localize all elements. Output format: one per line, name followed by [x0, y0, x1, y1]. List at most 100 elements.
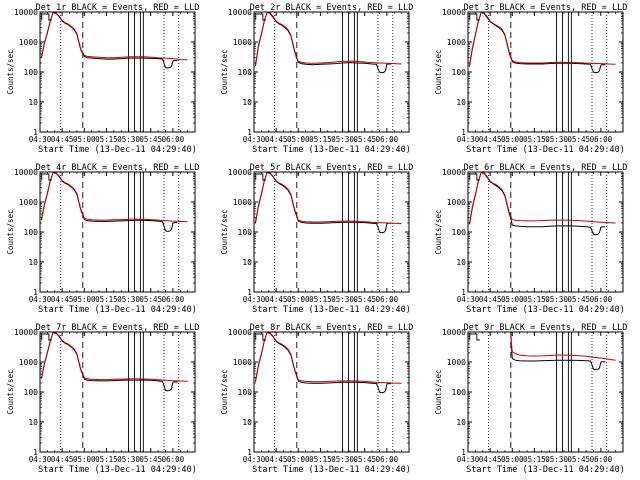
y-tick-label: 100: [452, 388, 467, 397]
series-line-events: [510, 332, 606, 371]
x-tick-label: 05:45: [567, 455, 590, 464]
plot-area: [255, 332, 402, 452]
state-marker: [41, 173, 52, 181]
state-marker: [255, 333, 266, 341]
y-tick-label: 10: [28, 258, 38, 267]
x-tick-label: 05:00: [501, 455, 524, 464]
plot-area: [469, 172, 616, 292]
state-marker: [469, 173, 480, 181]
x-axis-label: Start Time (13-Dec-11 04:29:40): [252, 145, 411, 155]
y-tick-label: 1000: [233, 358, 252, 367]
x-tick-label: 05:30: [331, 295, 354, 304]
x-tick-label: 04:30: [457, 455, 480, 464]
x-tick-label: 04:45: [479, 455, 502, 464]
chart-title: Det 6r BLACK = Events, RED = LLD: [464, 163, 628, 173]
y-axis-label: Counts/sec: [220, 369, 229, 414]
y-tick-label: 100: [452, 68, 467, 77]
chart-title: Det 8r BLACK = Events, RED = LLD: [250, 323, 414, 333]
x-tick-label: 05:30: [331, 455, 354, 464]
x-tick-label: 04:30: [29, 455, 52, 464]
state-marker: [255, 13, 266, 21]
x-tick-label: 05:45: [567, 295, 590, 304]
chart-title: Det 5r BLACK = Events, RED = LLD: [250, 163, 414, 173]
chart-title: Det 3r BLACK = Events, RED = LLD: [464, 3, 628, 13]
x-tick-label: 05:45: [567, 135, 590, 144]
y-tick-label: 10000: [14, 328, 38, 337]
x-tick-label: 05:00: [287, 295, 310, 304]
x-tick-label: 05:00: [287, 135, 310, 144]
x-axis-label: Start Time (13-Dec-11 04:29:40): [38, 145, 197, 155]
y-tick-label: 10: [242, 418, 252, 427]
series-line-lld: [41, 172, 188, 223]
x-tick-label: 05:45: [353, 295, 376, 304]
state-marker: [41, 13, 52, 21]
panel-2: 1 10 100 1000 10000 04:30 04:45 05:00 05:15 05:30…: [220, 3, 413, 155]
plot-frame: [253, 331, 410, 453]
x-axis-label: Start Time (13-Dec-11 04:29:40): [38, 305, 197, 315]
series-line-events: [255, 12, 392, 74]
y-tick-label: 10: [456, 258, 466, 267]
y-tick-label: 10: [456, 98, 466, 107]
x-tick-label: 04:30: [243, 295, 266, 304]
x-tick-label: 06:00: [590, 295, 613, 304]
y-tick-label: 1000: [447, 198, 466, 207]
panel-7: 1 10 100 1000 10000 04:30 04:45 05:00 05:15 05:30…: [6, 323, 199, 475]
x-tick-label: 04:30: [243, 455, 266, 464]
series-line-lld: [41, 332, 188, 382]
x-axis-label: Start Time (13-Dec-11 04:29:40): [466, 145, 625, 155]
state-marker: [41, 333, 52, 341]
y-axis-label: Counts/sec: [220, 209, 229, 254]
x-tick-label: 04:45: [265, 455, 288, 464]
y-tick-label: 1: [247, 288, 252, 297]
y-tick-label: 1: [461, 288, 466, 297]
y-tick-label: 1: [33, 288, 38, 297]
y-tick-label: 100: [238, 228, 253, 237]
plot-frame: [253, 11, 410, 133]
series-line-lld: [255, 332, 402, 384]
x-tick-label: 05:15: [523, 295, 546, 304]
x-axis-label: Start Time (13-Dec-11 04:29:40): [466, 465, 625, 475]
x-axis-label: Start Time (13-Dec-11 04:29:40): [38, 465, 197, 475]
y-tick-label: 10: [242, 98, 252, 107]
x-tick-label: 06:00: [376, 135, 399, 144]
x-tick-label: 05:15: [523, 135, 546, 144]
plot-area: [469, 12, 616, 132]
panel-5: 1 10 100 1000 10000 04:30 04:45 05:00 05:15 05:30…: [220, 163, 413, 315]
x-tick-label: 06:00: [376, 295, 399, 304]
x-tick-label: 05:45: [353, 135, 376, 144]
x-tick-label: 06:00: [162, 295, 185, 304]
x-tick-label: 06:00: [162, 135, 185, 144]
panel-4: 1 10 100 1000 10000 04:30 04:45 05:00 05:15 05:30…: [6, 163, 199, 315]
x-tick-label: 05:15: [95, 455, 118, 464]
y-axis-label: Counts/sec: [6, 369, 15, 414]
x-tick-label: 05:15: [95, 295, 118, 304]
x-tick-label: 05:00: [501, 135, 524, 144]
panel-9: 1 10 100 1000 10000 04:30 04:45 05:00 05:15 05:30…: [434, 323, 627, 475]
plot-area: [41, 12, 188, 132]
x-tick-label: 05:30: [545, 455, 568, 464]
x-tick-label: 05:15: [95, 135, 118, 144]
series-line-lld: [255, 12, 402, 65]
y-tick-label: 10: [456, 418, 466, 427]
series-line-lld: [469, 12, 616, 66]
plot-frame: [467, 11, 624, 133]
x-tick-label: 05:15: [523, 455, 546, 464]
chart-title: Det 7r BLACK = Events, RED = LLD: [36, 323, 200, 333]
series-line-lld: [469, 172, 616, 224]
x-tick-label: 05:30: [331, 135, 354, 144]
y-tick-label: 100: [24, 228, 39, 237]
plot-frame: [467, 331, 624, 453]
x-tick-label: 05:00: [501, 295, 524, 304]
y-axis-label: Counts/sec: [434, 369, 443, 414]
x-axis-label: Start Time (13-Dec-11 04:29:40): [252, 305, 411, 315]
y-tick-label: 10000: [442, 168, 466, 177]
panel-3: 1 10 100 1000 10000 04:30 04:45 05:00 05:15 05:30…: [434, 3, 627, 155]
x-tick-label: 05:00: [73, 135, 96, 144]
y-axis-label: Counts/sec: [434, 209, 443, 254]
y-tick-label: 10000: [14, 8, 38, 17]
y-tick-label: 100: [452, 228, 467, 237]
x-tick-label: 06:00: [590, 135, 613, 144]
y-tick-label: 1: [461, 128, 466, 137]
x-tick-label: 04:30: [457, 295, 480, 304]
